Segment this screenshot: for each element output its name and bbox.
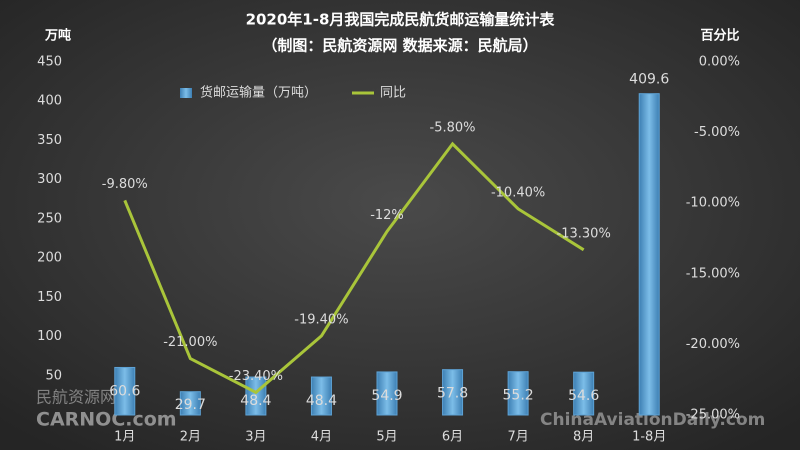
x-tick-label: 1月	[114, 430, 135, 445]
y-tick-label: 300	[37, 172, 62, 187]
bar	[114, 366, 136, 416]
y2-axis-label: 百分比	[700, 28, 739, 44]
x-tick-label: 5月	[376, 430, 397, 445]
y-tick-label: 100	[37, 329, 62, 344]
y-tick-label: 200	[37, 251, 62, 266]
y2-tick-label: -20.00%	[686, 337, 740, 352]
y-tick-label: 50	[45, 368, 62, 383]
bar-value-label: 54.9	[371, 388, 402, 404]
y2-tick-label: -15.00%	[686, 266, 740, 281]
x-tick-label: 3月	[245, 430, 266, 445]
y2-tick-label: -25.00%	[686, 408, 740, 423]
watermark: ChinaAviationDaily.com	[540, 410, 765, 430]
bar-value-label: 55.2	[503, 388, 534, 404]
chart-title: 2020年1-8月我国完成民航货邮运输量统计表	[246, 11, 556, 29]
y-tick-label: 450	[37, 55, 62, 70]
y-tick-label: 350	[37, 133, 62, 148]
bar	[442, 369, 464, 416]
x-tick-label: 1-8月	[632, 430, 666, 445]
x-tick-label: 4月	[311, 430, 332, 445]
bar-value-label: 29.7	[175, 397, 206, 413]
legend-swatch	[180, 88, 192, 98]
x-tick-label: 2月	[180, 430, 201, 445]
watermark: 民航资源网	[36, 388, 116, 407]
bar-value-label: 54.6	[568, 388, 599, 404]
bar	[376, 371, 398, 416]
watermark: CARNOC.com	[36, 409, 177, 431]
y2-tick-label: 0.00%	[699, 55, 740, 70]
x-tick-label: 8月	[573, 430, 594, 445]
line-value-label: -9.80%	[102, 177, 148, 192]
line-value-label: -10.40%	[491, 185, 545, 200]
line	[123, 141, 585, 395]
y-tick-label: 150	[37, 290, 62, 305]
legend-label: 货邮运输量（万吨）	[200, 85, 317, 101]
bar-value-label: 57.8	[437, 386, 468, 402]
bar-value-label: 48.4	[240, 393, 271, 409]
bar-value-label: 409.6	[629, 72, 669, 88]
y-tick-label: 250	[37, 211, 62, 226]
line-value-label: -13.30%	[557, 226, 611, 241]
bar-value-label: 60.6	[109, 383, 140, 399]
bar	[638, 93, 660, 416]
x-tick-label: 7月	[507, 430, 528, 445]
legend-label: 同比	[380, 86, 406, 101]
chart-subtitle: （制图：民航资源网 数据来源：民航局）	[262, 37, 537, 55]
bar	[573, 371, 595, 416]
line-value-label: -12%	[370, 208, 404, 223]
bar	[310, 376, 332, 416]
x-tick-label: 6月	[442, 430, 463, 445]
bar-value-label: 48.4	[306, 393, 337, 409]
y-axis-label: 万吨	[44, 28, 71, 44]
line-value-label: -21.00%	[163, 335, 217, 350]
bar	[179, 391, 201, 416]
y2-tick-label: -10.00%	[686, 196, 740, 211]
bar	[507, 371, 529, 416]
y2-tick-label: -5.00%	[694, 125, 740, 140]
line-value-label: -5.80%	[430, 120, 476, 135]
y-tick-label: 400	[37, 94, 62, 109]
line-value-label: -19.40%	[294, 312, 348, 327]
line-value-label: -23.40%	[229, 369, 283, 384]
